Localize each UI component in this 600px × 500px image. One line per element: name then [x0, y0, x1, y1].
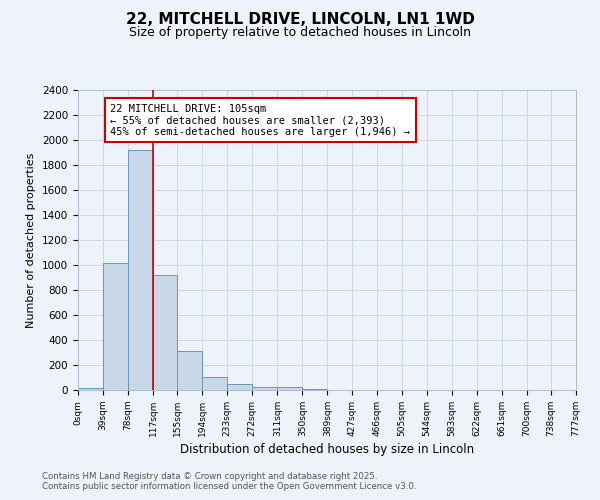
Text: 22 MITCHELL DRIVE: 105sqm
← 55% of detached houses are smaller (2,393)
45% of se: 22 MITCHELL DRIVE: 105sqm ← 55% of detac…: [110, 104, 410, 136]
Text: 22, MITCHELL DRIVE, LINCOLN, LN1 1WD: 22, MITCHELL DRIVE, LINCOLN, LN1 1WD: [125, 12, 475, 28]
Bar: [277, 387, 302, 390]
Text: Contains HM Land Registry data © Crown copyright and database right 2025.: Contains HM Land Registry data © Crown c…: [42, 472, 377, 481]
X-axis label: Distribution of detached houses by size in Lincoln: Distribution of detached houses by size …: [180, 443, 474, 456]
Bar: [202, 377, 227, 390]
Bar: [78, 388, 103, 390]
Bar: [253, 387, 277, 390]
Bar: [153, 275, 178, 390]
Bar: [227, 384, 253, 390]
Y-axis label: Number of detached properties: Number of detached properties: [26, 152, 37, 328]
Bar: [128, 150, 153, 390]
Text: Contains public sector information licensed under the Open Government Licence v3: Contains public sector information licen…: [42, 482, 416, 491]
Bar: [178, 350, 202, 390]
Bar: [103, 262, 128, 390]
Text: Size of property relative to detached houses in Lincoln: Size of property relative to detached ho…: [129, 26, 471, 39]
